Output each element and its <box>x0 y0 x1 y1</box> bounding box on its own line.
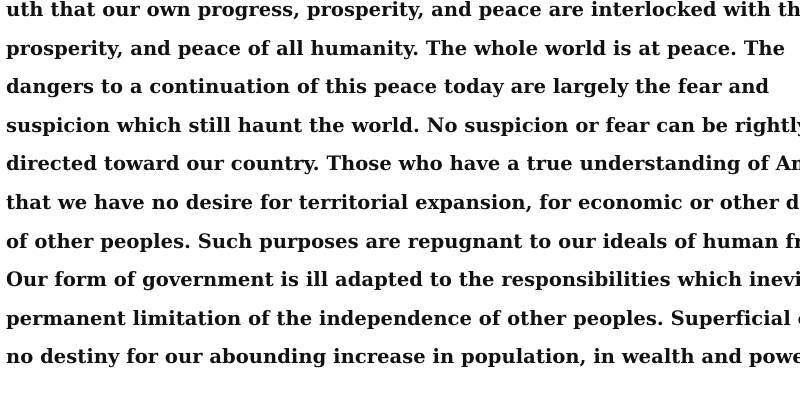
text-line: prosperity, and peace of all humanity. T… <box>6 37 786 60</box>
text-line: dangers to a continuation of this peace … <box>6 75 770 98</box>
text-line: no destiny for our abounding increase in… <box>6 345 800 368</box>
text-line: permanent limitation of the independence… <box>6 307 800 330</box>
text-line: suspicion which still haunt the world. N… <box>6 114 800 137</box>
text-line: of other peoples. Such purposes are repu… <box>6 230 800 253</box>
text-line: uth that our own progress, prosperity, a… <box>6 0 800 21</box>
text-line: Our form of government is ill adapted to… <box>6 268 800 291</box>
text-line: directed toward our country. Those who h… <box>6 152 800 175</box>
text-line: that we have no desire for territorial e… <box>6 191 800 214</box>
